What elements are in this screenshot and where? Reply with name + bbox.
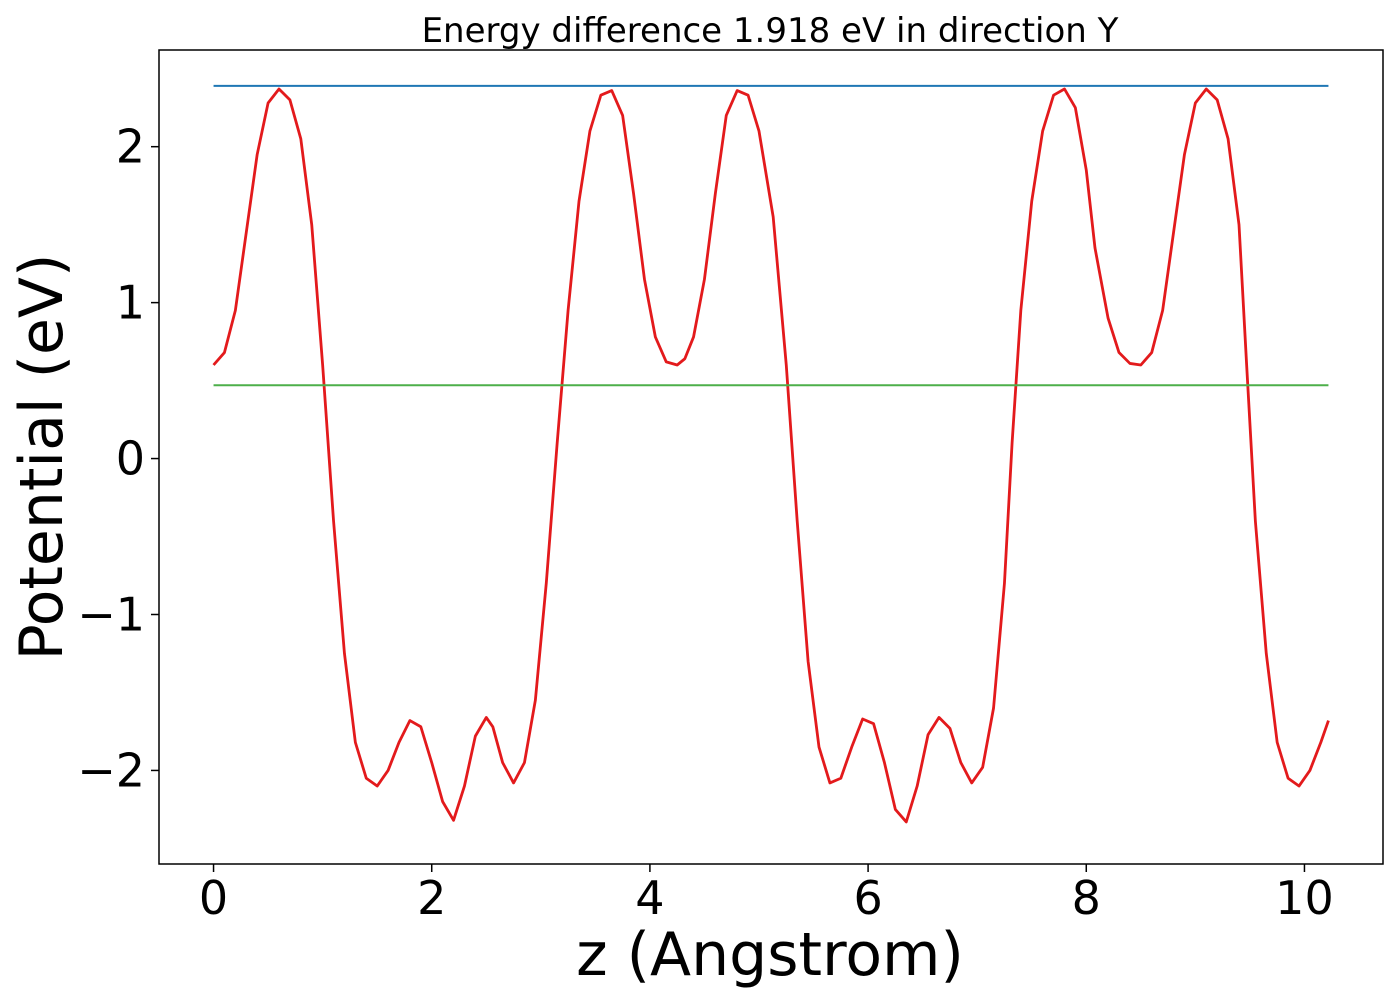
y-tick-label: −1 <box>77 587 145 641</box>
y-tick-label: −2 <box>77 743 145 797</box>
x-tick-label: 10 <box>1275 871 1334 925</box>
x-axis-label: z (Angstrom) <box>576 920 964 990</box>
x-tick-label: 0 <box>199 871 228 925</box>
potential-line <box>212 87 1330 824</box>
chart-title: Energy difference 1.918 eV in direction … <box>422 11 1119 51</box>
series-layer <box>212 84 1330 824</box>
x-tick-label: 4 <box>635 871 664 925</box>
x-tick-label: 2 <box>417 871 446 925</box>
plot-frame <box>158 49 1384 865</box>
y-axis-label: Potential (eV) <box>7 254 77 661</box>
y-tick-label: 1 <box>116 276 145 330</box>
x-axis: 0 2 4 6 8 10 <box>199 864 1334 925</box>
x-tick-label: 8 <box>1072 871 1101 925</box>
y-tick-label: 0 <box>116 432 145 486</box>
y-tick-label: 2 <box>116 120 145 174</box>
y-axis: −2 −1 0 1 2 <box>77 120 159 797</box>
x-tick-label: 6 <box>853 871 882 925</box>
